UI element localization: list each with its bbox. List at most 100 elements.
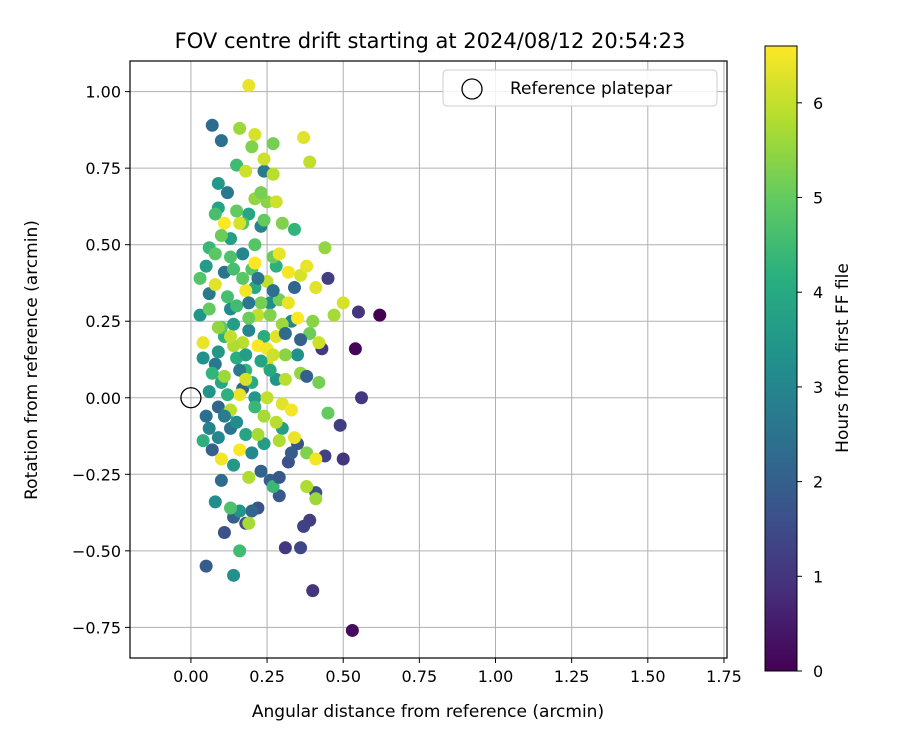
data-point (266, 137, 280, 151)
colorbar-tick-label: 1 (813, 567, 823, 586)
data-point (287, 222, 301, 236)
data-point (236, 247, 250, 261)
x-axis-ticks: 0.00 0.25 0.50 0.75 1.00 1.25 1.50 1.75 (173, 658, 742, 686)
data-point (242, 296, 256, 310)
y-tick-label: 0.00 (85, 389, 121, 408)
data-point (214, 452, 228, 466)
data-point (214, 134, 228, 148)
data-point (248, 391, 262, 405)
data-point (220, 388, 234, 402)
colorbar: 0 1 2 3 4 5 6 Hours from first FF file (764, 45, 853, 681)
data-point (242, 78, 256, 92)
plot-frame (129, 60, 728, 659)
data-point (287, 281, 301, 295)
data-point (318, 241, 332, 255)
x-tick-label: 1.00 (478, 667, 514, 686)
data-point (224, 501, 238, 515)
data-point (336, 452, 350, 466)
data-point (309, 281, 323, 295)
data-point (284, 403, 298, 417)
data-point (242, 323, 256, 337)
data-point (254, 354, 268, 368)
colorbar-ticks: 0 1 2 3 4 5 6 (797, 94, 823, 681)
data-point (257, 437, 271, 451)
data-point (193, 271, 207, 285)
data-point (217, 216, 231, 230)
data-point (227, 568, 241, 582)
data-point (196, 434, 210, 448)
data-point (251, 428, 265, 442)
data-point (199, 559, 213, 573)
data-point (245, 446, 259, 460)
data-point (208, 247, 222, 261)
data-point (312, 336, 326, 350)
data-point (300, 369, 314, 383)
data-point (254, 464, 268, 478)
data-point (248, 238, 262, 252)
data-point (211, 320, 225, 334)
data-point (239, 372, 253, 386)
data-point (242, 311, 256, 325)
x-tick-label: 0.75 (402, 667, 438, 686)
data-point (278, 541, 292, 555)
data-point (266, 167, 280, 181)
data-point (230, 204, 244, 218)
data-point (266, 284, 280, 298)
data-point (236, 271, 250, 285)
data-point (208, 207, 222, 221)
data-point (202, 421, 216, 435)
data-points (193, 78, 387, 637)
data-point (275, 216, 289, 230)
data-point (217, 409, 231, 423)
data-point (294, 333, 308, 347)
data-point (312, 375, 326, 389)
data-point (351, 305, 365, 319)
data-point (281, 265, 295, 279)
data-point (202, 302, 216, 316)
data-point (227, 458, 241, 472)
data-point (242, 516, 256, 530)
x-tick-label: 0.25 (249, 667, 285, 686)
data-point (260, 195, 274, 209)
reference-platepar-marker (180, 387, 202, 409)
data-point (230, 299, 244, 313)
data-point (287, 431, 301, 445)
data-point (193, 308, 207, 322)
data-point (269, 195, 283, 209)
data-point (211, 400, 225, 414)
data-point (196, 351, 210, 365)
data-point (263, 308, 277, 322)
data-point (336, 296, 350, 310)
data-point (205, 118, 219, 132)
data-point (257, 409, 271, 423)
colorbar-tick-label: 6 (813, 94, 823, 113)
colorbar-label: Hours from first FF file (833, 263, 853, 453)
data-point (245, 504, 259, 518)
data-point (272, 489, 286, 503)
data-point (239, 428, 253, 442)
data-point (202, 287, 216, 301)
data-point (275, 397, 289, 411)
data-point (233, 121, 247, 135)
data-point (266, 480, 280, 494)
y-tick-label: −0.50 (72, 542, 121, 561)
y-axis-label: Rotation from reference (arcmin) (22, 220, 42, 500)
data-point (303, 326, 317, 340)
legend-reference-icon (461, 78, 483, 100)
data-point (205, 443, 219, 457)
data-point (248, 400, 262, 414)
data-point (220, 290, 234, 304)
data-point (294, 541, 308, 555)
data-point (242, 470, 256, 484)
data-point (199, 259, 213, 273)
colorbar-tick-label: 3 (813, 378, 823, 397)
data-point (196, 336, 210, 350)
data-point (306, 314, 320, 328)
colorbar-tick-label: 4 (813, 283, 823, 302)
data-point (266, 348, 280, 362)
x-tick-label: 0.00 (173, 667, 209, 686)
data-point (294, 268, 308, 282)
data-point (220, 186, 234, 200)
y-tick-label: −0.25 (72, 465, 121, 484)
data-point (373, 308, 387, 322)
